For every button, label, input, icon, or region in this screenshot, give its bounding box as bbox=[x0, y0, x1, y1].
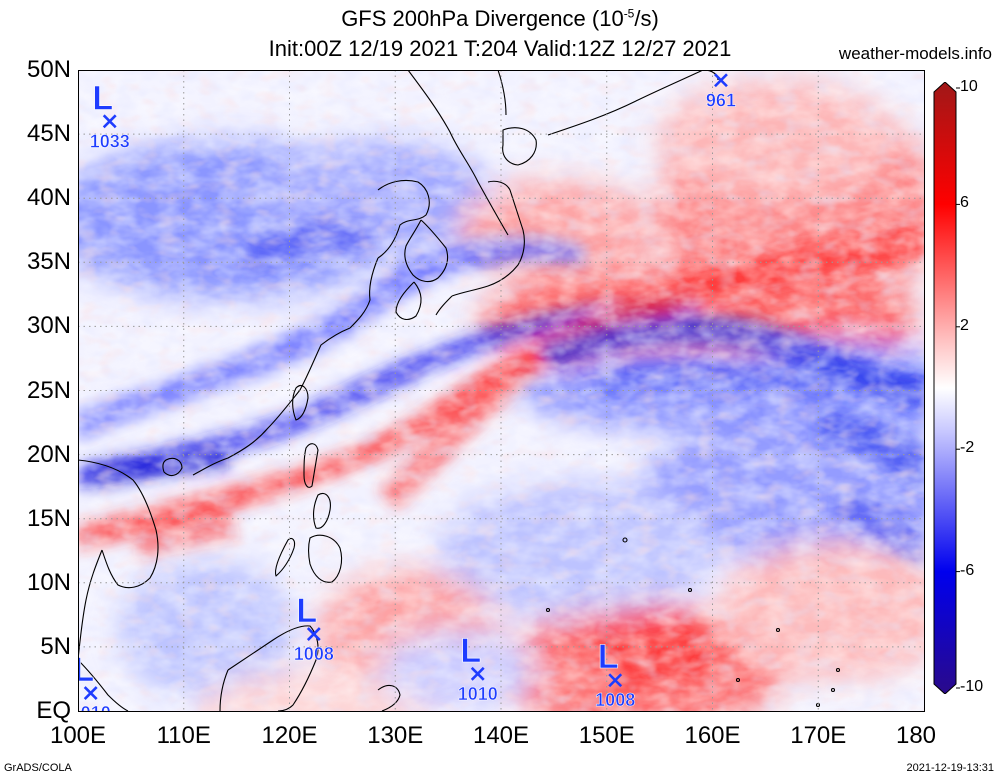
pressure-value-label: 1008 bbox=[294, 644, 334, 664]
lat-tick-label: 10N bbox=[26, 568, 71, 596]
low-pressure-center: L 1033 bbox=[89, 79, 130, 152]
colorbar-tick-label: 2 bbox=[960, 316, 969, 334]
low-symbol: L bbox=[460, 632, 481, 670]
lat-tick-label: 45N bbox=[26, 120, 71, 148]
lat-tick-label: 15N bbox=[26, 504, 71, 532]
pressure-value-label: 961 bbox=[706, 90, 736, 110]
lat-tick-label: 50N bbox=[26, 56, 71, 83]
lon-tick-label: 110E bbox=[156, 722, 211, 749]
colorbar-tick-label: 6 bbox=[960, 194, 969, 212]
colorbar-tick-label: 10 bbox=[960, 78, 978, 95]
lon-tick-label: 100E bbox=[49, 722, 107, 749]
lon-tick-label: 120E bbox=[261, 722, 318, 749]
lat-tick-label: EQ bbox=[36, 697, 71, 724]
map-gridlines bbox=[78, 70, 924, 711]
center-marker-icon bbox=[608, 673, 623, 688]
low-symbol: L bbox=[704, 70, 725, 76]
pressure-value-label: 1008 bbox=[595, 690, 635, 710]
lon-tick-label: 140E bbox=[472, 722, 530, 749]
colorbar-tick-label: -2 bbox=[960, 439, 975, 457]
map-title: GFS 200hPa Divergence (10-5/s) bbox=[341, 6, 659, 31]
lat-tick-label: 30N bbox=[26, 312, 71, 340]
map-frame bbox=[78, 70, 925, 712]
lon-tick-label: 160E bbox=[684, 722, 741, 749]
pressure-value-label: 1033 bbox=[90, 131, 130, 151]
footer-credit: GrADS/COLA bbox=[4, 762, 72, 774]
low-symbol: L bbox=[78, 651, 94, 689]
colorbar bbox=[933, 82, 960, 694]
pressure-value-label: 1010 bbox=[458, 684, 498, 704]
footer-timestamp: 2021-12-19-13:31 bbox=[906, 762, 994, 774]
low-pressure-center: L 1008 bbox=[595, 638, 636, 711]
low-pressure-center: L 1008 bbox=[294, 592, 335, 665]
center-marker-icon bbox=[470, 666, 485, 681]
pressure-centers: L 1033 L 961 L 1008 L 1010 L 1008 L 1010 bbox=[78, 70, 736, 711]
colorbar-tick-label: -6 bbox=[960, 561, 975, 579]
low-symbol: L bbox=[296, 592, 317, 630]
center-marker-icon bbox=[306, 627, 321, 641]
site-credit: weather-models.info bbox=[838, 44, 992, 63]
lat-tick-label: 25N bbox=[26, 376, 71, 404]
pressure-value-label: 1010 bbox=[78, 703, 111, 711]
center-marker-icon bbox=[83, 686, 98, 700]
low-pressure-center: L 1010 bbox=[457, 632, 498, 705]
divergence-map: L 1033 L 961 L 1008 L 1010 L 1008 L 1010 bbox=[78, 70, 924, 711]
low-pressure-center: L 1010 bbox=[78, 651, 111, 711]
lat-tick-label: 5N bbox=[40, 632, 71, 660]
low-symbol: L bbox=[92, 79, 113, 117]
lon-tick-label: 130E bbox=[367, 722, 424, 749]
lon-tick-label: 180 bbox=[895, 722, 937, 749]
map-subtitle: Init:00Z 12/19 2021 T:204 Valid:12Z 12/2… bbox=[268, 36, 732, 61]
lon-tick-label: 150E bbox=[578, 722, 635, 749]
coastlines bbox=[78, 70, 841, 711]
center-marker-icon bbox=[102, 114, 117, 129]
lat-tick-label: 35N bbox=[26, 248, 71, 276]
low-symbol: L bbox=[598, 638, 619, 676]
center-marker-icon bbox=[714, 73, 728, 88]
lat-tick-label: 40N bbox=[26, 184, 71, 212]
low-pressure-center: L 961 bbox=[703, 70, 736, 111]
colorbar-tick-label: -10 bbox=[960, 678, 984, 695]
lat-tick-label: 20N bbox=[26, 440, 71, 468]
lon-tick-label: 170E bbox=[790, 722, 847, 749]
